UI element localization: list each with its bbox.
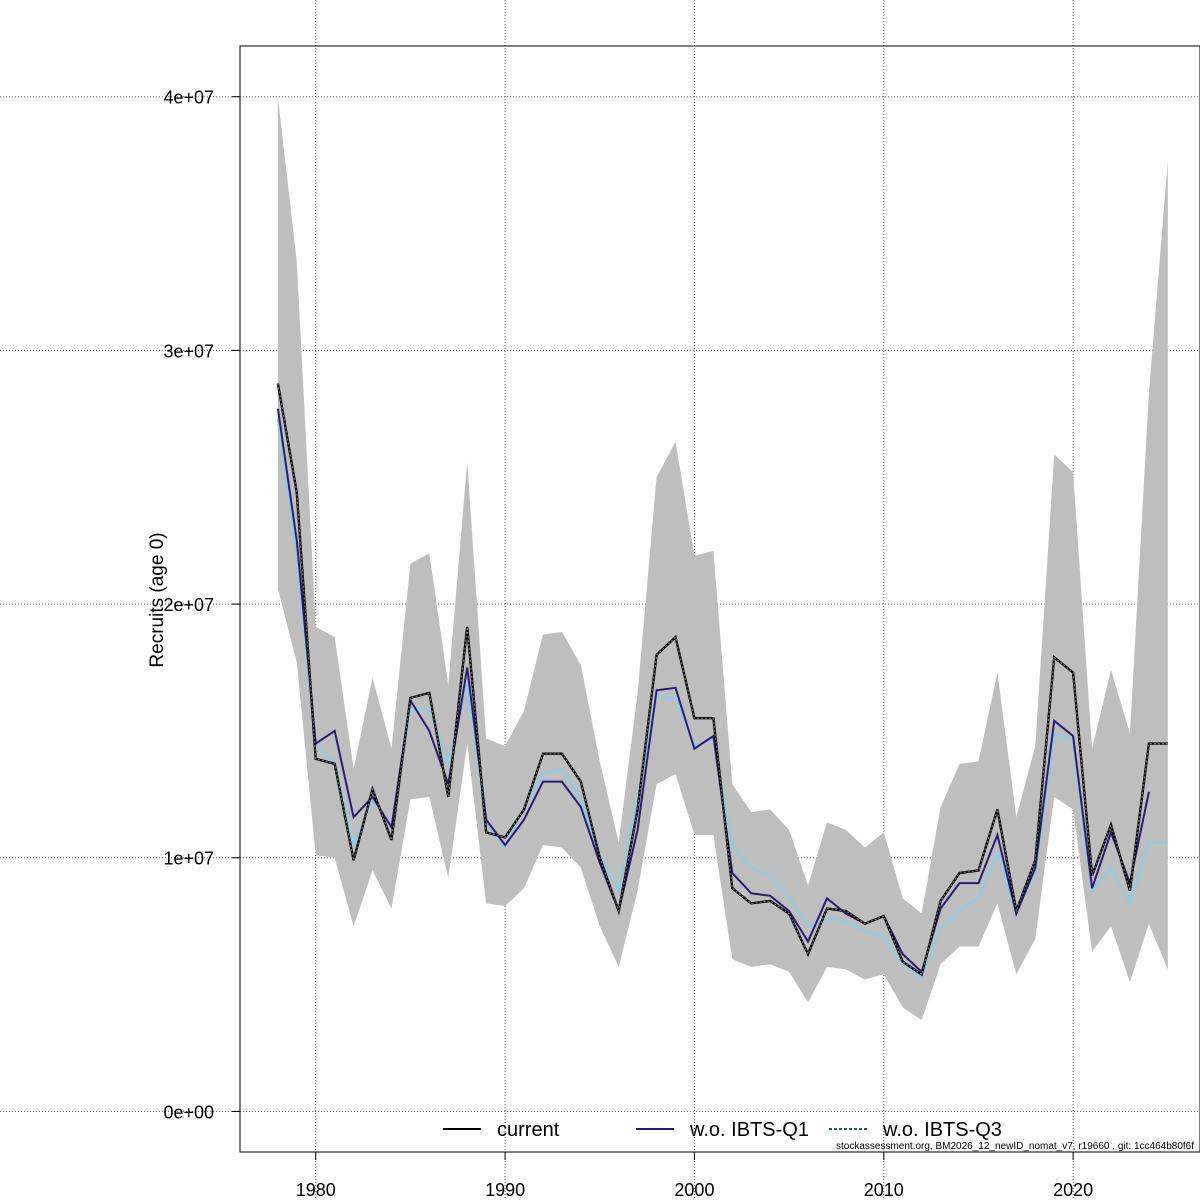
confidence-band [277,96,1168,1021]
y-tick-label: 0e+00 [163,1102,214,1122]
x-tick-label: 2010 [864,1180,904,1200]
legend-label: w.o. IBTS-Q1 [689,1119,809,1141]
x-tick-label: 2000 [674,1180,714,1200]
x-tick-label: 1990 [485,1180,525,1200]
y-tick-label: 1e+07 [163,849,214,869]
axes-layer: 1980 1990 2000 2010 2020 0e+00 1e+07 2e+07 3e+07… [163,88,1093,1200]
confidence-band-layer [277,96,1168,1021]
y-tick-label: 3e+07 [163,341,214,361]
y-tick-label: 4e+07 [163,88,214,108]
y-axis-title: Recruits (age 0) [147,532,168,667]
legend-label: current [497,1119,560,1141]
series-line-current-dots [277,383,1168,976]
y-tick-label: 2e+07 [163,595,214,615]
series-lines-layer [276,383,1168,979]
series-line-wo-ibts-q1 [276,408,1150,974]
x-tick-label: 1980 [296,1180,336,1200]
legend-label: w.o. IBTS-Q3 [882,1119,1002,1141]
x-tick-label: 2020 [1053,1180,1093,1200]
legend: current w.o. IBTS-Q1 w.o. IBTS-Q3 [443,1119,1002,1141]
plot-frame [239,45,1200,1153]
footnote: stockassessment.org, BM2026_12_newID_nom… [836,1141,1194,1152]
